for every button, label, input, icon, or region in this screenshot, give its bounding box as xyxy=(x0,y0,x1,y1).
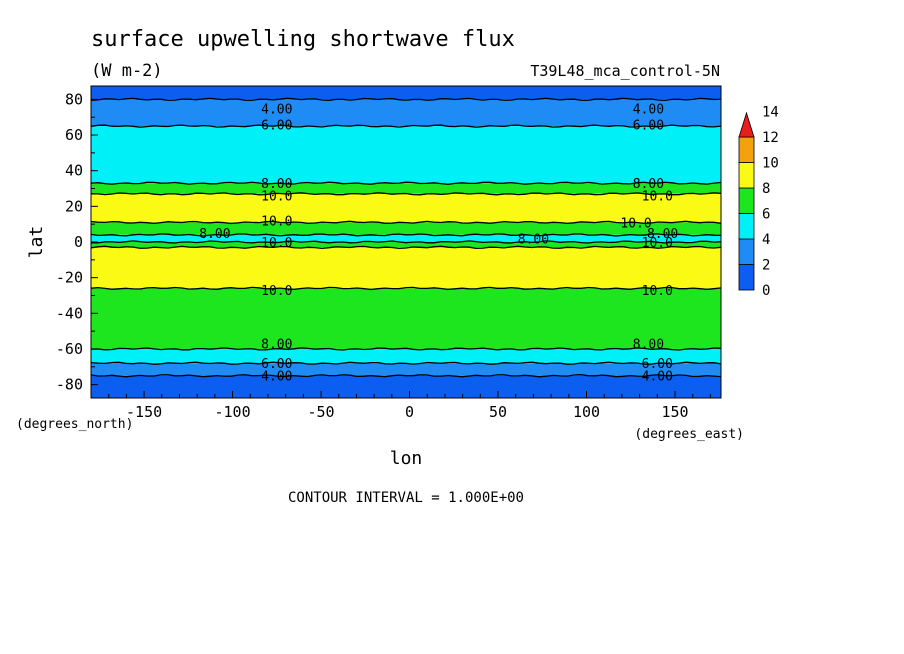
contour-label: 10.0 xyxy=(620,216,651,231)
contour-interval-text: CONTOUR INTERVAL = 1.000E+00 xyxy=(288,490,524,506)
contour-label: 6.00 xyxy=(633,118,664,133)
x-tick-label: 50 xyxy=(489,403,507,421)
colorbar-label: 8 xyxy=(762,181,770,197)
band-12 xyxy=(91,375,721,398)
contour-label: 10.0 xyxy=(261,190,292,205)
colorbar-swatch xyxy=(738,136,755,163)
band-5 xyxy=(91,222,721,235)
y-tick-label: 0 xyxy=(74,233,83,251)
contour-label: 10.0 xyxy=(642,236,673,251)
x-tick-label: -100 xyxy=(215,403,251,421)
contour-line-11 xyxy=(90,361,722,365)
colorbar-label: 10 xyxy=(762,156,779,172)
contour-label: 10.0 xyxy=(642,284,673,299)
contour-label: 8.00 xyxy=(633,338,664,353)
contour-label: 6.00 xyxy=(261,357,292,372)
band-11 xyxy=(91,363,721,376)
contour-line-3 xyxy=(90,181,722,185)
contour-lines xyxy=(90,97,722,378)
colorbar-label: 12 xyxy=(762,130,779,146)
x-tick-label: 150 xyxy=(661,403,688,421)
contour-label: 8.00 xyxy=(261,338,292,353)
x-tick-label: 0 xyxy=(405,403,414,421)
dataset-label: T39L48_mca_control-5N xyxy=(530,62,720,80)
contour-line-8 xyxy=(90,245,722,250)
band-2 xyxy=(91,126,721,184)
band-10 xyxy=(91,348,721,364)
band-9 xyxy=(91,288,721,349)
y-tick-label: 60 xyxy=(65,126,83,144)
color-bands xyxy=(91,86,721,398)
y-tick-label: 80 xyxy=(65,90,83,108)
band-6 xyxy=(91,234,721,242)
contour-label: 10.0 xyxy=(261,284,292,299)
y-units-label: (degrees_north) xyxy=(16,417,133,432)
y-axis-label: lat xyxy=(26,226,47,259)
x-axis-label: lon xyxy=(390,448,423,469)
contour-label: 8.00 xyxy=(633,177,664,192)
colorbar-swatch xyxy=(738,187,755,214)
contour-label: 10.0 xyxy=(642,190,673,205)
contour-line-2 xyxy=(90,124,722,128)
contour-label: 6.00 xyxy=(642,357,673,372)
colorbar-label: 4 xyxy=(762,232,770,248)
contour-line-6 xyxy=(90,233,722,237)
x-tick-label: 100 xyxy=(573,403,600,421)
band-7 xyxy=(91,242,721,248)
colorbar-label: 14 xyxy=(762,105,779,121)
contour-label: 8.00 xyxy=(647,227,678,242)
colorbar-label: 6 xyxy=(762,207,770,223)
contour-label: 10.0 xyxy=(261,215,292,230)
y-axis: -80 -60 -40 -20 0 20 40 60 80 xyxy=(56,90,98,394)
colorbar-max-arrow xyxy=(738,111,755,138)
chart-units: (W m-2) xyxy=(91,61,163,81)
contour-line-1 xyxy=(90,97,722,102)
x-tick-label: -50 xyxy=(308,403,335,421)
contour-label: 4.00 xyxy=(261,102,292,117)
colorbar-label: 2 xyxy=(762,258,770,274)
band-8 xyxy=(91,247,721,289)
x-units-label: (degrees_east) xyxy=(634,427,744,442)
band-1 xyxy=(91,99,721,127)
contour-line-9 xyxy=(90,286,722,291)
contour-label: 10.0 xyxy=(261,236,292,251)
contour-line-10 xyxy=(90,347,722,351)
contour-label: 4.00 xyxy=(642,370,673,385)
y-tick-label: -60 xyxy=(56,340,83,358)
y-tick-label: 20 xyxy=(65,197,83,215)
colorbar-swatch xyxy=(738,238,755,265)
x-tick-label: -150 xyxy=(126,403,162,421)
band-3 xyxy=(91,183,721,194)
contour-line-5 xyxy=(90,220,722,225)
contour-label: 8.00 xyxy=(518,232,549,247)
contour-label: 8.00 xyxy=(261,177,292,192)
y-tick-label: 40 xyxy=(65,162,83,180)
colorbar-swatch xyxy=(738,213,755,240)
contour-label: 6.00 xyxy=(261,118,292,133)
band-0 xyxy=(91,86,721,100)
y-tick-label: -20 xyxy=(56,269,83,287)
colorbar: 0 2 4 6 8 10 12 14 xyxy=(738,105,779,299)
contour-label: 4.00 xyxy=(633,102,664,117)
contour-line-7 xyxy=(91,240,722,244)
colorbar-label: 0 xyxy=(762,283,770,299)
colorbar-swatch xyxy=(738,264,755,291)
x-axis: -150 -100 -50 0 50 100 150 xyxy=(108,391,711,421)
contour-line-12 xyxy=(90,374,722,378)
chart-title: surface upwelling shortwave flux xyxy=(91,27,515,52)
y-tick-label: -80 xyxy=(56,376,83,394)
colorbar-swatch xyxy=(738,162,755,189)
band-4 xyxy=(91,193,721,223)
contour-label: 8.00 xyxy=(199,227,230,242)
contour-label: 4.00 xyxy=(261,370,292,385)
y-tick-label: -40 xyxy=(56,304,83,322)
contour-line-4 xyxy=(91,192,722,196)
